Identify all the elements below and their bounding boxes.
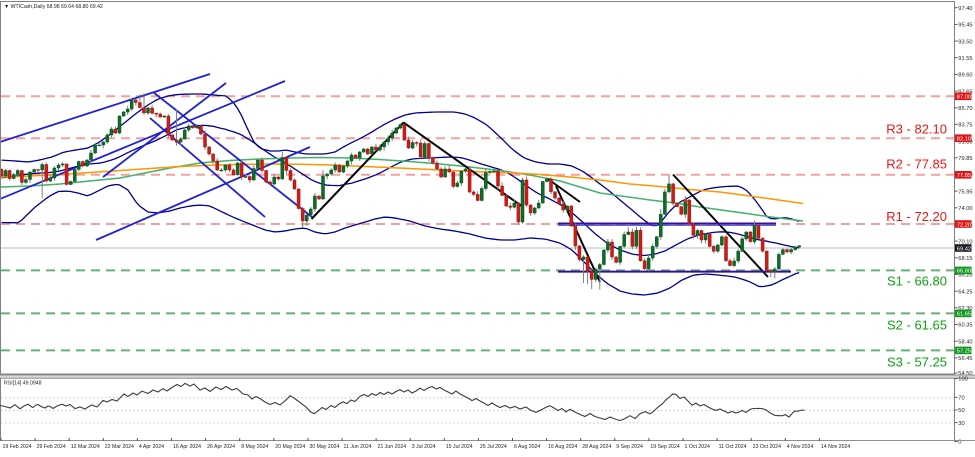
svg-text:11 Oct 2024: 11 Oct 2024 [719,444,747,450]
svg-text:83.75: 83.75 [958,123,972,129]
svg-text:16 Aug 2024: 16 Aug 2024 [548,444,577,450]
svg-text:61.65: 61.65 [957,312,971,318]
svg-text:97.40: 97.40 [958,6,972,12]
svg-text:9 Sep 2024: 9 Sep 2024 [616,444,643,450]
svg-text:74.00: 74.00 [958,206,972,212]
svg-text:21 Jun 2024: 21 Jun 2024 [378,444,407,450]
svg-text:72.20: 72.20 [957,222,971,228]
svg-text:25 Jul 2024: 25 Jul 2024 [480,444,507,450]
svg-text:8 May 2024: 8 May 2024 [241,444,268,450]
svg-text:6 Aug 2024: 6 Aug 2024 [514,444,540,450]
svg-text:26 Apr 2024: 26 Apr 2024 [207,444,235,450]
svg-text:100: 100 [958,377,968,383]
svg-text:56.45: 56.45 [958,356,972,362]
svg-text:30: 30 [958,421,964,427]
svg-text:29 Feb 2024: 29 Feb 2024 [37,444,66,450]
svg-text:3 Jul 2024: 3 Jul 2024 [412,444,436,450]
svg-text:87.65: 87.65 [958,89,972,95]
svg-text:S2 - 61.65: S2 - 61.65 [887,318,947,333]
svg-text:12 Mar 2024: 12 Mar 2024 [71,444,100,450]
svg-text:69.42: 69.42 [957,246,971,252]
svg-text:20 May 2024: 20 May 2024 [275,444,305,450]
svg-text:62.30: 62.30 [958,306,972,312]
svg-text:66.20: 66.20 [958,273,972,279]
svg-text:66.80: 66.80 [957,269,971,275]
svg-text:19 Sep 2024: 19 Sep 2024 [650,444,680,450]
svg-text:70.10: 70.10 [958,239,972,245]
svg-text:93.50: 93.50 [958,39,972,45]
svg-text:85.70: 85.70 [958,106,972,112]
svg-text:28 Aug 2024: 28 Aug 2024 [582,444,611,450]
svg-text:15 Jul 2024: 15 Jul 2024 [446,444,473,450]
svg-text:14 Nov 2024: 14 Nov 2024 [821,444,851,450]
svg-text:R3 - 82.10: R3 - 82.10 [886,122,947,137]
svg-text:▼ WTICash,Daily 68.98 69.64 6: ▼ WTICash,Daily 68.98 69.64 68.80 69.42 [4,4,103,10]
svg-text:54.50: 54.50 [958,371,972,377]
svg-text:64.25: 64.25 [958,289,972,295]
svg-text:23 Oct 2024: 23 Oct 2024 [753,444,781,450]
svg-text:79.85: 79.85 [958,156,972,162]
svg-text:75.95: 75.95 [958,189,972,195]
svg-text:77.85: 77.85 [957,173,971,179]
svg-text:RSI[14] 49.0948: RSI[14] 49.0948 [4,381,42,387]
svg-text:22 Mar 2024: 22 Mar 2024 [105,444,134,450]
svg-text:30 May 2024: 30 May 2024 [309,444,339,450]
svg-text:58.40: 58.40 [958,339,972,345]
svg-text:S1 - 66.80: S1 - 66.80 [887,274,947,289]
svg-text:81.80: 81.80 [958,139,972,145]
svg-text:87.00: 87.00 [957,95,971,101]
svg-text:1 Oct 2024: 1 Oct 2024 [685,444,710,450]
svg-text:82.10: 82.10 [957,137,971,143]
svg-text:89.60: 89.60 [958,73,972,79]
svg-text:4 Apr 2024: 4 Apr 2024 [139,444,164,450]
svg-text:R2 - 77.85: R2 - 77.85 [886,156,947,171]
svg-text:50: 50 [958,408,964,414]
svg-text:91.55: 91.55 [958,56,972,62]
svg-text:95.45: 95.45 [958,23,972,29]
svg-text:16 Apr 2024: 16 Apr 2024 [173,444,201,450]
svg-text:4 Nov 2024: 4 Nov 2024 [787,444,814,450]
svg-text:R1 - 72.20: R1 - 72.20 [886,209,947,224]
svg-text:68.15: 68.15 [958,256,972,262]
svg-text:19 Feb 2024: 19 Feb 2024 [3,444,32,450]
svg-text:60.35: 60.35 [958,323,972,329]
svg-text:S3 - 57.25: S3 - 57.25 [887,355,947,370]
svg-text:70: 70 [958,396,964,402]
svg-text:0: 0 [958,440,961,446]
svg-text:11 Jun 2024: 11 Jun 2024 [344,444,372,450]
svg-text:57.25: 57.25 [957,349,971,355]
